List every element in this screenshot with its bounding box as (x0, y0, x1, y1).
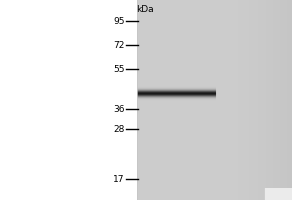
Text: 36: 36 (113, 104, 124, 114)
Text: 55: 55 (113, 64, 124, 73)
Text: 17: 17 (113, 174, 124, 184)
Text: 72: 72 (113, 40, 124, 49)
Text: 28: 28 (113, 124, 124, 134)
Text: 95: 95 (113, 17, 124, 25)
Text: kDa: kDa (136, 5, 154, 14)
